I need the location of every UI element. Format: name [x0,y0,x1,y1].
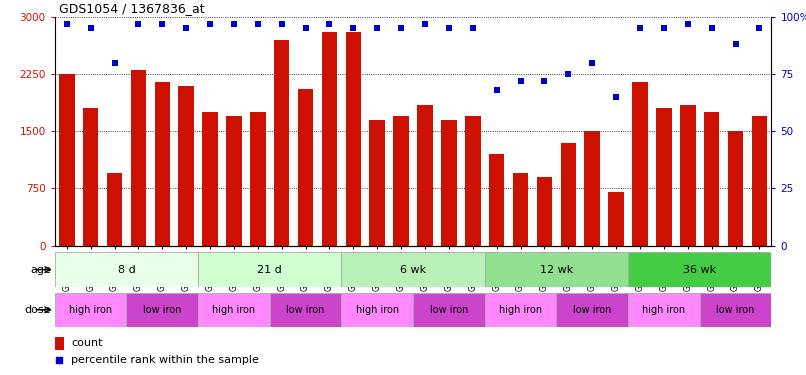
Text: 8 d: 8 d [118,265,135,274]
Point [108,60,121,66]
Point [681,21,694,27]
Bar [560,143,576,246]
Point [609,94,622,100]
Point [705,26,718,32]
Point [467,26,480,32]
Point [753,26,766,32]
Bar [465,116,480,246]
Text: 12 wk: 12 wk [540,265,573,274]
Text: low iron: low iron [573,305,612,315]
Bar [489,154,505,246]
Text: low iron: low iron [717,305,754,315]
Bar [628,292,700,327]
Point [538,78,550,84]
Bar [202,112,218,246]
Point [658,26,671,32]
Bar [342,252,484,287]
Bar [198,252,342,287]
Point [347,26,359,32]
Bar [342,292,413,327]
Point [395,26,408,32]
Bar [106,173,123,246]
Bar [680,105,696,246]
Bar [584,131,600,246]
Bar [393,116,409,246]
Bar [441,120,457,246]
Bar [226,116,242,246]
Point [180,26,193,32]
Text: high iron: high iron [642,305,685,315]
Text: high iron: high iron [499,305,542,315]
Point [204,21,217,27]
Bar [484,292,556,327]
Bar [700,292,771,327]
Point [132,21,145,27]
Bar [418,105,433,246]
Bar [728,131,743,246]
Bar [131,70,146,246]
Text: percentile rank within the sample: percentile rank within the sample [71,356,259,365]
Point [276,21,289,27]
Point [562,71,575,77]
Point [227,21,240,27]
Text: low iron: low iron [430,305,468,315]
Point [634,26,646,32]
Bar [198,292,270,327]
Bar [83,108,98,246]
Bar [556,292,628,327]
Point [729,41,742,47]
Bar [178,86,194,246]
Bar [752,116,767,246]
Text: 21 d: 21 d [257,265,282,274]
Bar [274,40,289,246]
Point [490,87,503,93]
Bar [413,292,484,327]
Point [251,21,264,27]
Bar [55,292,127,327]
Bar [484,252,628,287]
Point [442,26,455,32]
Point [299,26,312,32]
Bar [127,292,198,327]
Bar [704,112,720,246]
Text: high iron: high iron [69,305,112,315]
Point [418,21,431,27]
Bar [369,120,385,246]
Bar [59,74,74,246]
Text: low iron: low iron [286,305,325,315]
Bar [322,32,337,246]
Bar [609,192,624,246]
Text: GDS1054 / 1367836_at: GDS1054 / 1367836_at [59,2,205,15]
Point [514,78,527,84]
Text: 6 wk: 6 wk [400,265,426,274]
Point [60,21,73,27]
Bar [270,292,342,327]
Bar [155,82,170,246]
Text: high iron: high iron [212,305,256,315]
Point [586,60,599,66]
Bar [55,337,64,350]
Bar [632,82,648,246]
Bar [346,32,361,246]
Bar [628,252,771,287]
Text: count: count [71,338,102,348]
Bar [55,252,198,287]
Bar [250,112,266,246]
Point [323,21,336,27]
Text: 36 wk: 36 wk [683,265,717,274]
Bar [298,89,314,246]
Bar [513,173,528,246]
Text: age: age [30,265,51,274]
Point [156,21,168,27]
Bar [537,177,552,246]
Bar [656,108,671,246]
Text: high iron: high iron [355,305,399,315]
Point [53,357,66,363]
Point [84,26,97,32]
Text: dose: dose [24,305,51,315]
Point [371,26,384,32]
Text: low iron: low iron [143,305,181,315]
